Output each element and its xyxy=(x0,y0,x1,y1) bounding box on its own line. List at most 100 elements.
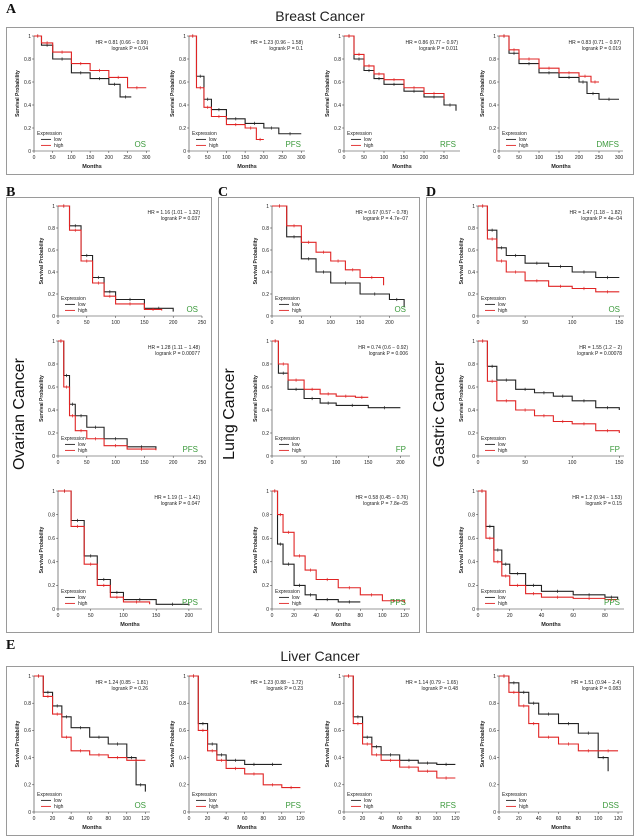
legend-label-high: high xyxy=(364,143,374,149)
x-tick-label: 50 xyxy=(84,460,90,466)
legend-label-high: high xyxy=(209,143,219,149)
y-tick-label: 0.4 xyxy=(468,408,475,414)
gastric-cancer-title: Gastric Cancer xyxy=(431,360,448,468)
panel-letter-b: B xyxy=(6,185,16,200)
x-tick-label: 150 xyxy=(400,155,409,161)
x-tick-label: 150 xyxy=(555,155,564,161)
y-tick-label: 0 xyxy=(266,454,269,460)
x-tick-label: 150 xyxy=(615,460,624,466)
legend-label-high: high xyxy=(54,804,64,810)
endpoint-tag: OS xyxy=(608,305,620,314)
legend-title: Expression xyxy=(61,296,86,302)
km-plot-ovarian-pfs: 0 0.2 0.4 0.6 0.8 1 0 50 100 150 200 250 Survival Pr… xyxy=(39,339,207,466)
survival-curve-high xyxy=(478,490,618,601)
y-tick-label: 0.6 xyxy=(48,248,55,254)
x-tick-label: 0 xyxy=(477,460,480,466)
legend-label-high: high xyxy=(78,601,88,607)
x-tick-label: 80 xyxy=(260,816,266,822)
x-tick-label: 150 xyxy=(615,320,624,326)
logrank-p-label: logrank P = 0.019 xyxy=(582,46,621,52)
y-tick-label: 0.6 xyxy=(262,248,269,254)
y-tick-label: 0.4 xyxy=(24,103,31,109)
legend-label-high: high xyxy=(78,308,88,314)
x-tick-label: 150 xyxy=(86,155,95,161)
legend-label-high: high xyxy=(292,601,302,607)
hazard-ratio-label: HR = 0.67 (0.57 − 0.78) xyxy=(355,210,408,216)
x-tick-label: 20 xyxy=(50,816,56,822)
y-tick-label: 0.4 xyxy=(24,755,31,761)
y-tick-label: 0 xyxy=(28,810,31,816)
y-tick-label: 0.8 xyxy=(468,512,475,518)
hazard-ratio-label: HR = 1.19 (1 − 1.41) xyxy=(154,495,200,501)
x-tick-label: 60 xyxy=(242,816,248,822)
y-axis-label: Survival Probability xyxy=(170,720,176,767)
y-tick-label: 0 xyxy=(472,454,475,460)
y-tick-label: 0.6 xyxy=(262,536,269,542)
x-axis-label: Months xyxy=(237,825,257,831)
x-tick-label: 100 xyxy=(278,816,287,822)
hazard-ratio-label: HR = 0.81 (0.66 − 0.99) xyxy=(95,40,148,46)
y-tick-label: 0.4 xyxy=(334,755,341,761)
survival-curve-high xyxy=(344,35,445,100)
legend-label-low: low xyxy=(54,137,62,143)
km-plot-lung-os: 0 0.2 0.4 0.6 0.8 1 0 50 100 150 200 Survival Proba… xyxy=(253,204,410,326)
x-tick-label: 50 xyxy=(301,460,307,466)
y-tick-label: 0.8 xyxy=(334,701,341,707)
x-tick-label: 50 xyxy=(361,155,367,161)
y-tick-label: 0.6 xyxy=(468,248,475,254)
x-tick-label: 80 xyxy=(576,816,582,822)
survival-curve-low xyxy=(272,205,405,308)
legend-title: Expression xyxy=(502,131,527,137)
x-tick-label: 250 xyxy=(595,155,604,161)
legend-label-high: high xyxy=(498,601,508,607)
x-tick-label: 40 xyxy=(536,816,542,822)
y-tick-label: 0.4 xyxy=(179,755,186,761)
x-tick-label: 0 xyxy=(498,816,501,822)
endpoint-tag: PPS xyxy=(390,598,406,607)
x-tick-label: 0 xyxy=(57,460,60,466)
y-tick-label: 0.4 xyxy=(262,560,269,566)
x-tick-label: 150 xyxy=(140,320,149,326)
x-tick-label: 300 xyxy=(615,155,624,161)
breast-panel xyxy=(6,27,634,175)
x-tick-label: 200 xyxy=(420,155,429,161)
legend-label-high: high xyxy=(54,143,64,149)
y-tick-label: 0.6 xyxy=(48,385,55,391)
km-plot-liver-dss: 0 0.2 0.4 0.6 0.8 1 0 20 40 60 80 100 120 Survival Pr… xyxy=(480,674,623,831)
x-tick-label: 100 xyxy=(327,320,336,326)
x-tick-label: 0 xyxy=(188,155,191,161)
legend-label-low: low xyxy=(364,137,372,143)
x-axis-label: Months xyxy=(541,622,561,628)
legend-title: Expression xyxy=(347,792,372,798)
legend-title: Expression xyxy=(192,792,217,798)
legend-title: Expression xyxy=(275,589,300,595)
logrank-p-label: logrank P = 7.8e−05 xyxy=(363,501,408,507)
y-tick-label: 0 xyxy=(338,810,341,816)
y-tick-label: 0.2 xyxy=(489,126,496,132)
survival-curve-high xyxy=(272,340,369,398)
x-tick-label: 40 xyxy=(313,613,319,619)
x-tick-label: 20 xyxy=(360,816,366,822)
endpoint-tag: OS xyxy=(186,305,198,314)
x-tick-label: 120 xyxy=(400,613,409,619)
logrank-p-label: logrank P = 0.23 xyxy=(267,686,304,692)
x-tick-label: 250 xyxy=(198,460,207,466)
legend-label-low: low xyxy=(498,302,506,308)
y-tick-label: 0.4 xyxy=(48,270,55,276)
survival-curve-high xyxy=(58,205,163,311)
logrank-p-label: logrank P = 4e−04 xyxy=(581,216,622,222)
y-tick-label: 0.8 xyxy=(24,701,31,707)
logrank-p-label: logrank P = 0.04 xyxy=(112,46,149,52)
x-tick-label: 150 xyxy=(356,320,365,326)
x-tick-label: 100 xyxy=(67,155,76,161)
x-tick-label: 40 xyxy=(68,816,74,822)
x-tick-label: 100 xyxy=(594,816,603,822)
logrank-p-label: logrank P = 0.011 xyxy=(419,46,458,52)
legend-label-low: low xyxy=(498,442,506,448)
x-axis-label: Months xyxy=(331,622,351,628)
y-tick-label: 1 xyxy=(472,339,475,345)
hazard-ratio-label: HR = 1.2 (0.94 − 1.53) xyxy=(572,495,622,501)
endpoint-tag: PFS xyxy=(182,445,198,454)
x-tick-label: 100 xyxy=(332,460,341,466)
x-tick-label: 250 xyxy=(198,320,207,326)
